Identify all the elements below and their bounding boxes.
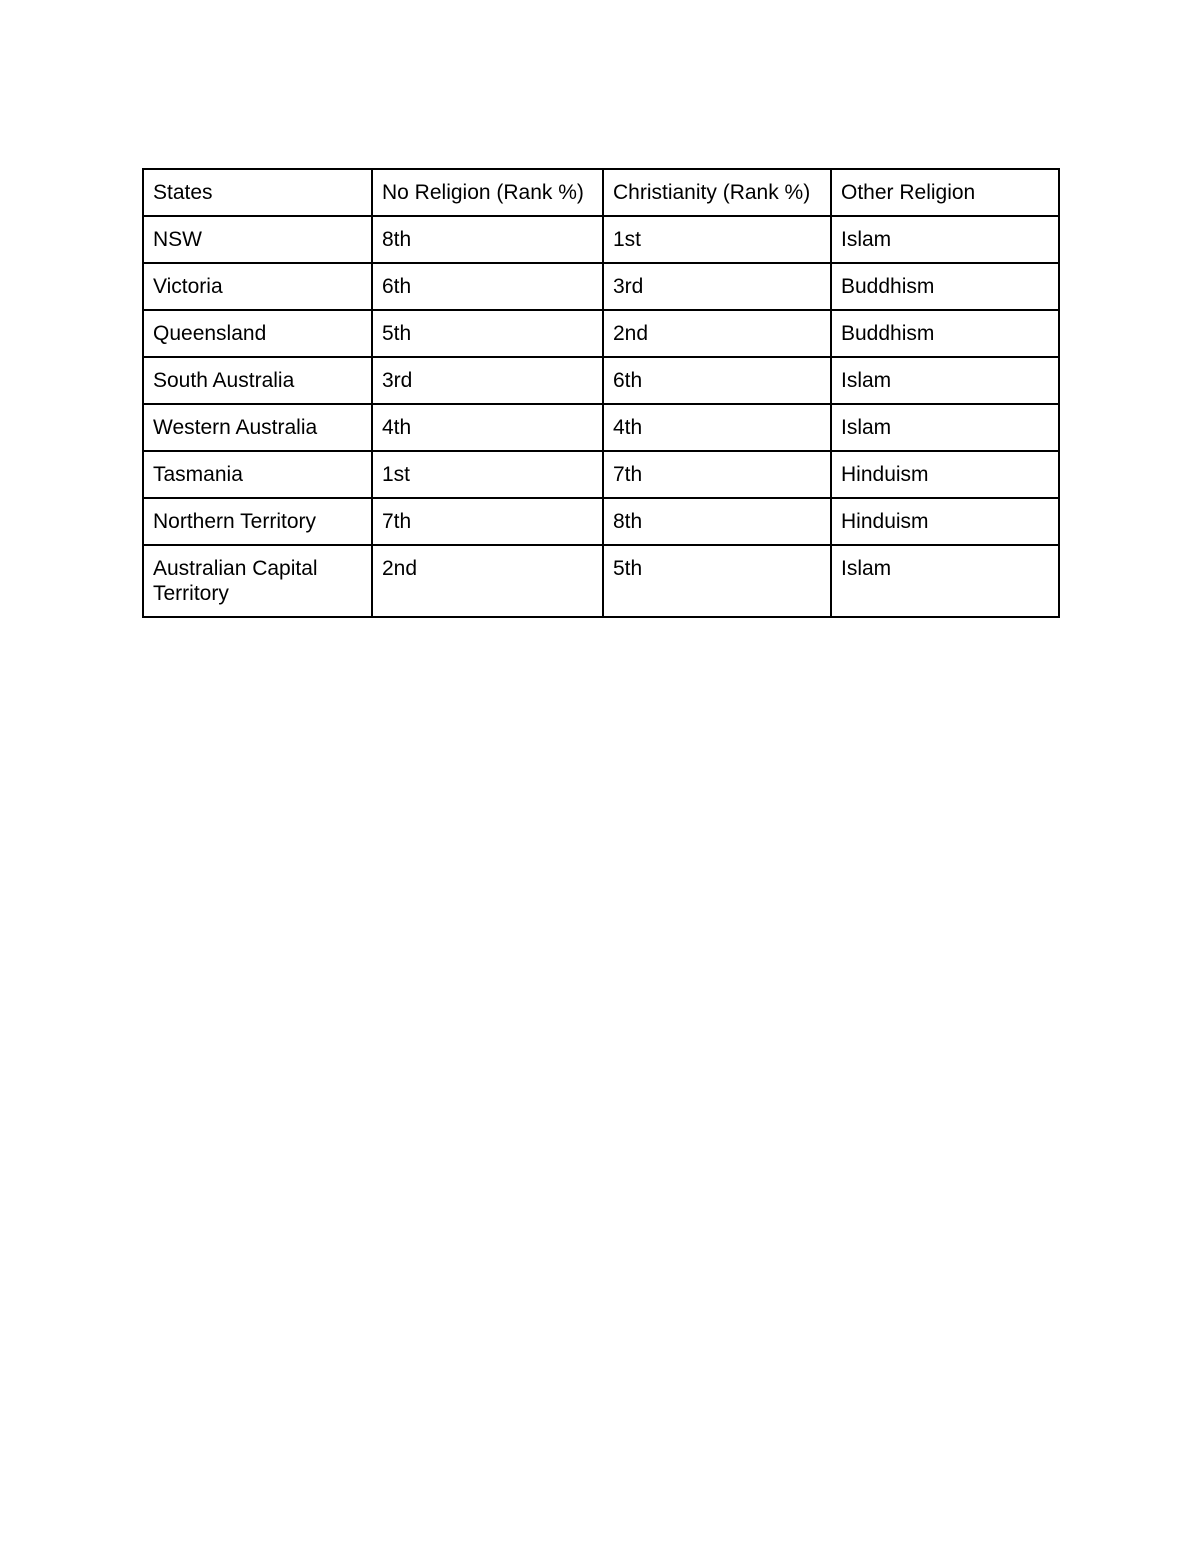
cell-no-religion-rank: 6th [371,262,604,311]
cell-other-religion: Hinduism [830,450,1060,499]
cell-state: Victoria [142,262,373,311]
cell-christianity-rank: 3rd [602,262,832,311]
cell-christianity-rank: 1st [602,215,832,264]
cell-other-religion: Islam [830,403,1060,452]
cell-no-religion-rank: 5th [371,309,604,358]
cell-state: Tasmania [142,450,373,499]
cell-christianity-rank: 7th [602,450,832,499]
cell-no-religion-rank: 7th [371,497,604,546]
cell-state: NSW [142,215,373,264]
table-row: South Australia 3rd 6th Islam [142,356,1060,405]
cell-no-religion-rank: 1st [371,450,604,499]
cell-state: Northern Territory [142,497,373,546]
cell-christianity-rank: 4th [602,403,832,452]
cell-state: Queensland [142,309,373,358]
table-row: Northern Territory 7th 8th Hinduism [142,497,1060,546]
cell-christianity-rank: 6th [602,356,832,405]
column-header-no-religion: No Religion (Rank %) [371,168,604,217]
cell-other-religion: Islam [830,215,1060,264]
religion-rank-table: States No Religion (Rank %) Christianity… [142,168,1060,618]
cell-christianity-rank: 2nd [602,309,832,358]
cell-state: South Australia [142,356,373,405]
cell-no-religion-rank: 3rd [371,356,604,405]
table-row: Tasmania 1st 7th Hinduism [142,450,1060,499]
cell-other-religion: Buddhism [830,262,1060,311]
table-row: NSW 8th 1st Islam [142,215,1060,264]
table-row: Queensland 5th 2nd Buddhism [142,309,1060,358]
table-row: Australian Capital Territory 2nd 5th Isl… [142,544,1060,618]
cell-christianity-rank: 8th [602,497,832,546]
cell-christianity-rank: 5th [602,544,832,618]
cell-no-religion-rank: 2nd [371,544,604,618]
cell-no-religion-rank: 8th [371,215,604,264]
header-row: States No Religion (Rank %) Christianity… [142,168,1060,217]
cell-other-religion: Hinduism [830,497,1060,546]
cell-other-religion: Islam [830,356,1060,405]
cell-no-religion-rank: 4th [371,403,604,452]
cell-other-religion: Buddhism [830,309,1060,358]
cell-other-religion: Islam [830,544,1060,618]
table-row: Western Australia 4th 4th Islam [142,403,1060,452]
cell-state: Western Australia [142,403,373,452]
cell-state: Australian Capital Territory [142,544,373,618]
column-header-states: States [142,168,373,217]
table-row: Victoria 6th 3rd Buddhism [142,262,1060,311]
column-header-other-religion: Other Religion [830,168,1060,217]
column-header-christianity: Christianity (Rank %) [602,168,832,217]
